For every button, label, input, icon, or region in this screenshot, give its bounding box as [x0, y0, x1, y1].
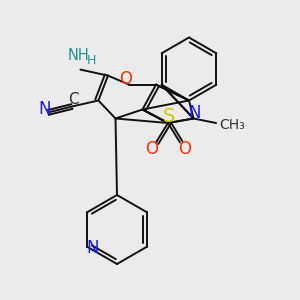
Text: NH: NH	[68, 48, 90, 63]
Text: O: O	[145, 140, 158, 158]
Text: N: N	[86, 239, 99, 257]
Text: O: O	[178, 140, 191, 158]
Text: H: H	[87, 54, 97, 67]
Text: O: O	[119, 70, 132, 88]
Text: C: C	[68, 92, 79, 106]
Text: N: N	[188, 104, 201, 122]
Text: S: S	[163, 107, 175, 127]
Text: N: N	[39, 100, 51, 118]
Text: CH₃: CH₃	[219, 118, 245, 132]
